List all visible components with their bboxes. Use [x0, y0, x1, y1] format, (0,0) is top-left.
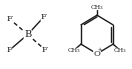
Text: +: + [98, 47, 102, 52]
Text: CH₃: CH₃ [67, 48, 80, 53]
Text: F: F [41, 13, 46, 21]
Text: CH₃: CH₃ [114, 48, 127, 53]
Text: F: F [42, 46, 48, 54]
Text: O: O [94, 50, 100, 58]
Text: F: F [6, 15, 12, 23]
Text: B: B [24, 30, 31, 39]
Text: CH₃: CH₃ [91, 5, 103, 10]
Text: F: F [6, 46, 12, 54]
